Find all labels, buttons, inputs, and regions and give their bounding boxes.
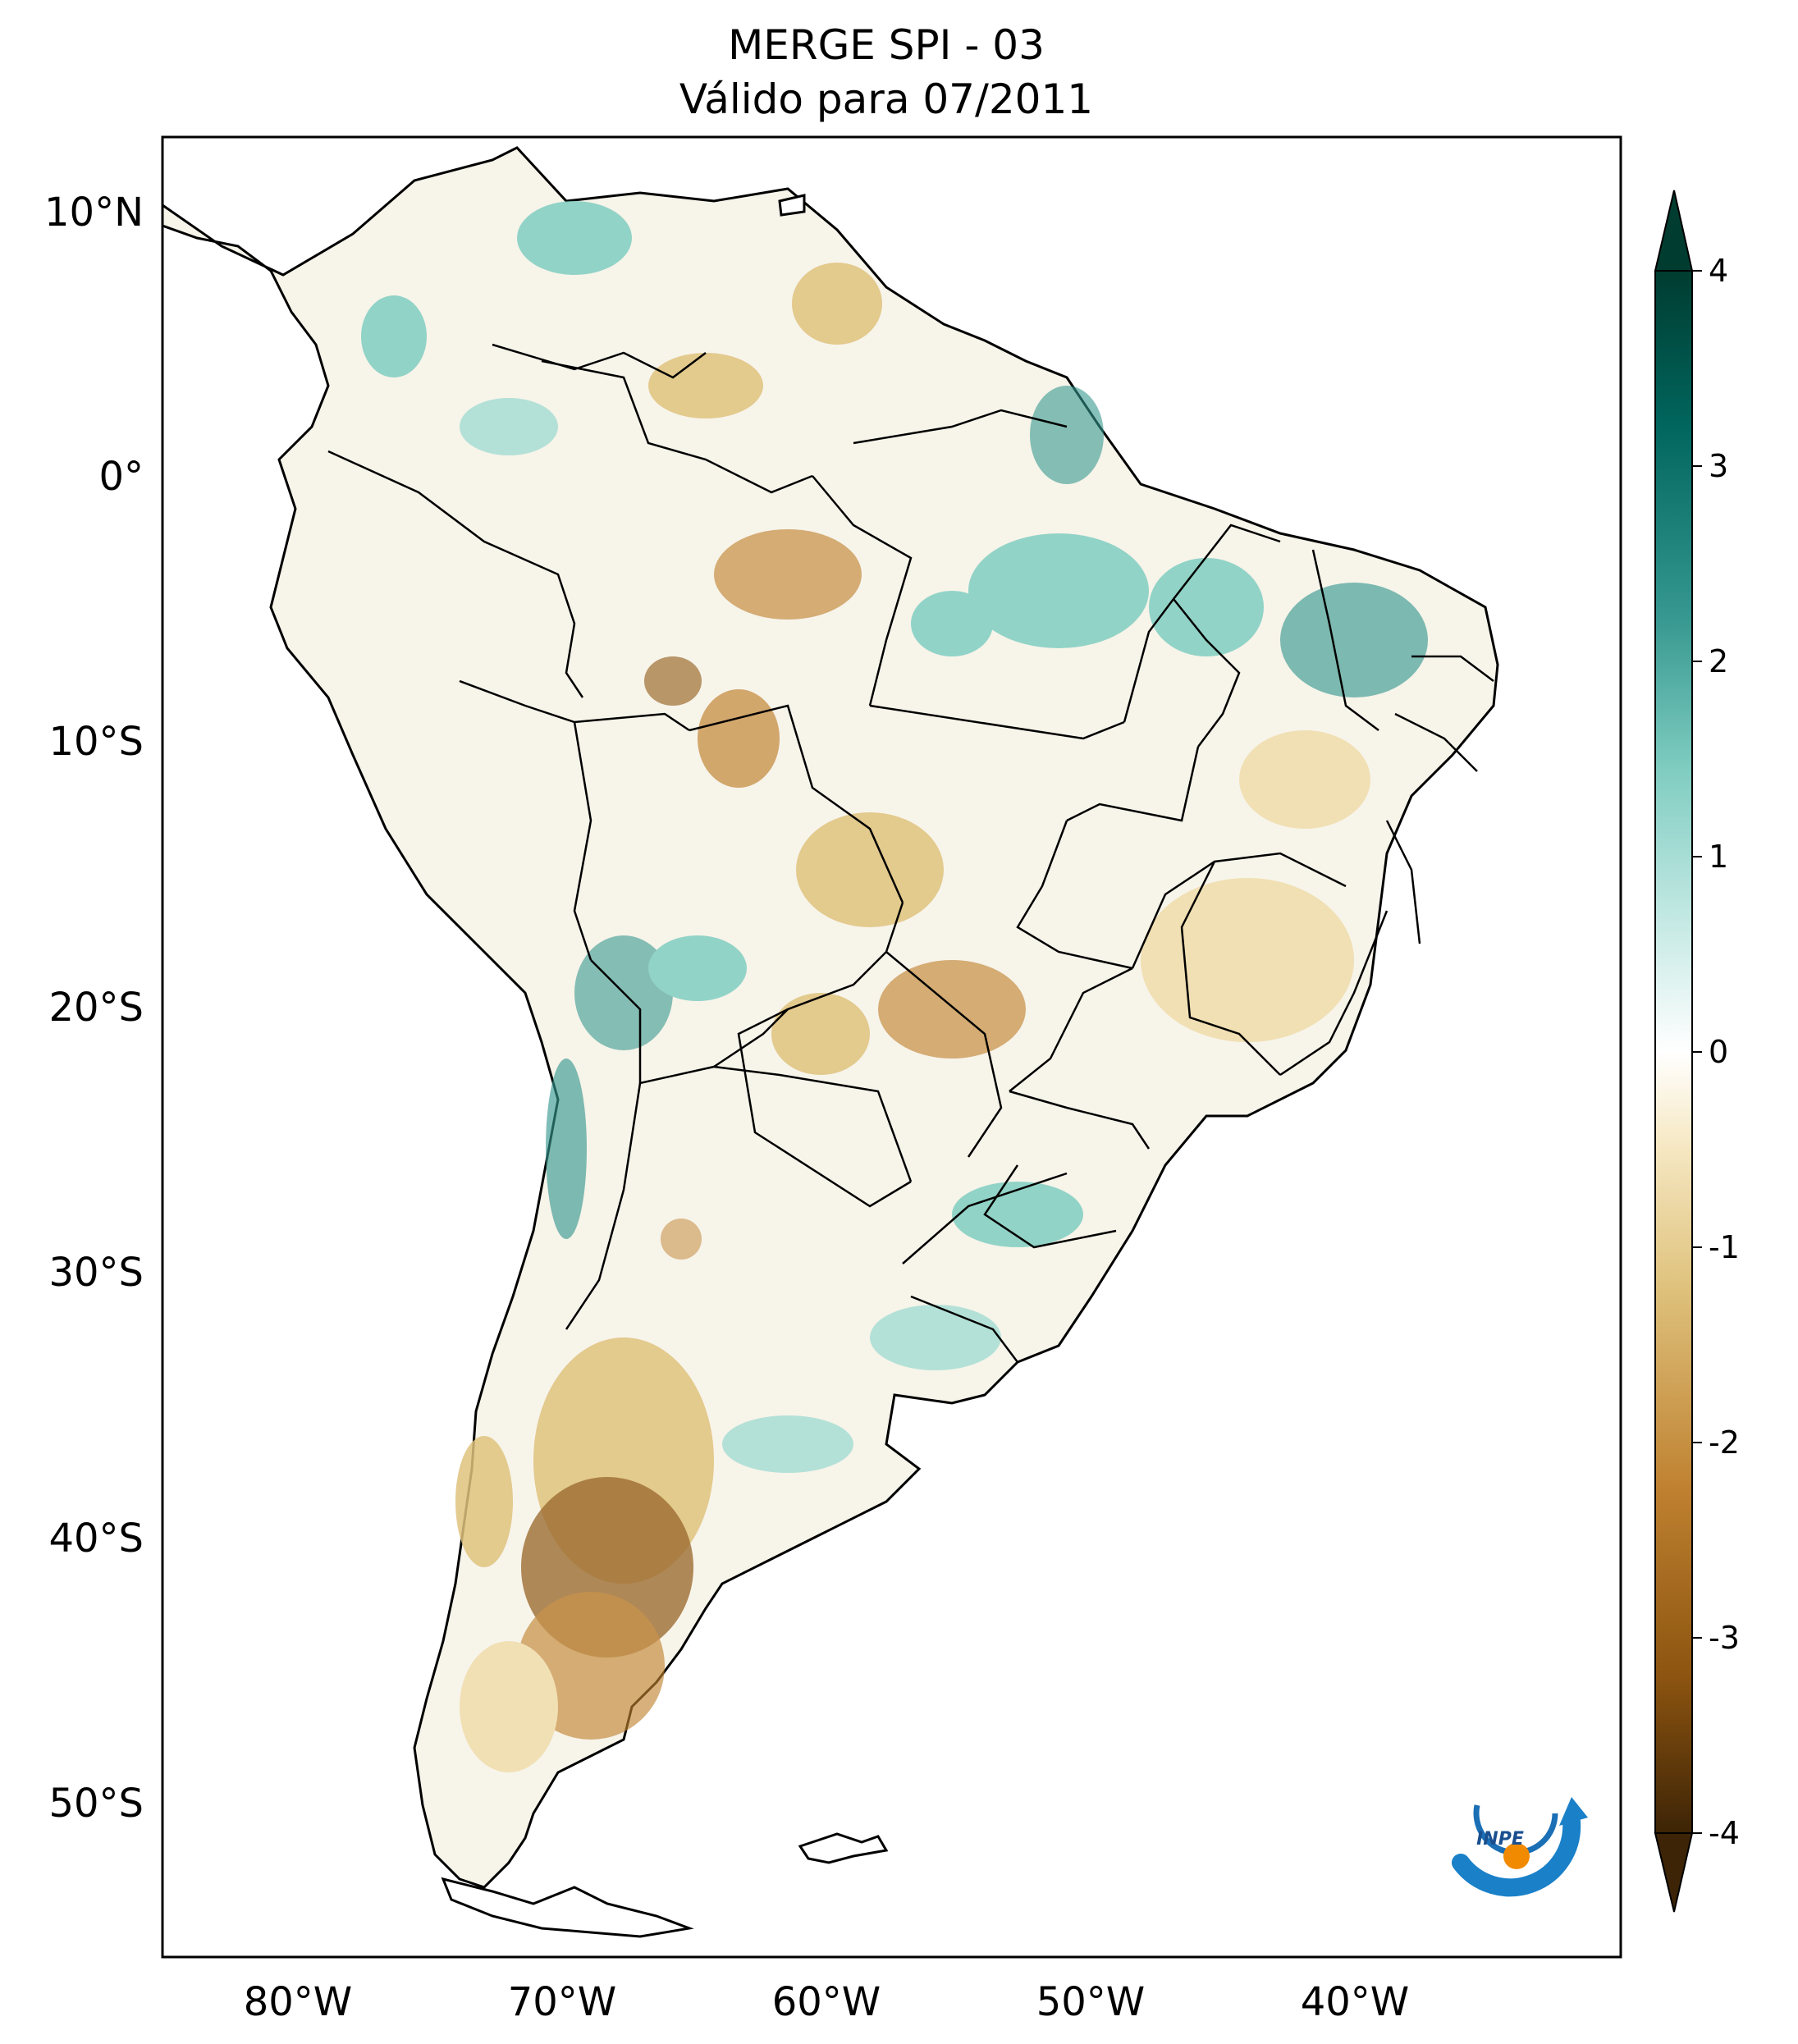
lat-label: 40°S xyxy=(48,1516,144,1562)
inpe-logo: INPE xyxy=(1452,1797,1588,1897)
lon-label: 80°W xyxy=(244,1979,353,2025)
lat-label: 50°S xyxy=(48,1781,144,1827)
colorbar: 4 3 2 1 0 -1 -2 -3 -4 xyxy=(1654,190,1740,1913)
colorbar-extend-min xyxy=(1654,1832,1694,1913)
colorbar-tick-label: -2 xyxy=(1709,1424,1740,1461)
lat-label: 20°S xyxy=(48,985,144,1031)
colorbar-tick-label: 4 xyxy=(1709,253,1728,289)
lat-label: 10°N xyxy=(44,190,144,235)
political-borders xyxy=(327,343,1494,1363)
tierra-del-fuego xyxy=(441,1877,694,1938)
latitude-labels: 10°N 0° 10°S 20°S 30°S 40°S 50°S xyxy=(44,190,144,1827)
colorbar-bar xyxy=(1654,270,1693,1834)
colorbar-labels: 4 3 2 1 0 -1 -2 -3 -4 xyxy=(1709,253,1740,1851)
lon-label: 60°W xyxy=(772,1979,881,2025)
longitude-labels: 80°W 70°W 60°W 50°W 40°W xyxy=(244,1979,1410,2025)
spi-field xyxy=(361,201,1428,1772)
colorbar-tick-label: 2 xyxy=(1709,643,1728,679)
colorbar-tickmarks xyxy=(1692,270,1702,1834)
colorbar-extend-max xyxy=(1654,190,1694,272)
lat-label: 30°S xyxy=(48,1250,144,1296)
colorbar-tick-label: 1 xyxy=(1709,839,1728,875)
lon-label: 50°W xyxy=(1036,1979,1146,2025)
title-line2: Válido para 07/2011 xyxy=(679,75,1093,123)
title-line1: MERGE SPI - 03 xyxy=(728,21,1045,69)
falkland-islands xyxy=(798,1832,889,1864)
lat-label: 10°S xyxy=(48,719,144,765)
map-panel: INPE xyxy=(162,137,1621,1957)
colorbar-tick-label: -1 xyxy=(1709,1229,1740,1265)
lon-label: 40°W xyxy=(1301,1979,1410,2025)
caribbean-island xyxy=(778,194,806,217)
colorbar-tick-label: -4 xyxy=(1709,1815,1740,1851)
colorbar-tick-label: -3 xyxy=(1709,1620,1740,1656)
colorbar-tick-label: 0 xyxy=(1709,1034,1728,1070)
lon-label: 70°W xyxy=(508,1979,617,2025)
colorbar-tick-label: 3 xyxy=(1709,448,1728,484)
lat-label: 0° xyxy=(98,454,144,500)
inpe-logo-text: INPE xyxy=(1476,1829,1524,1850)
map-frame xyxy=(161,135,1622,1959)
